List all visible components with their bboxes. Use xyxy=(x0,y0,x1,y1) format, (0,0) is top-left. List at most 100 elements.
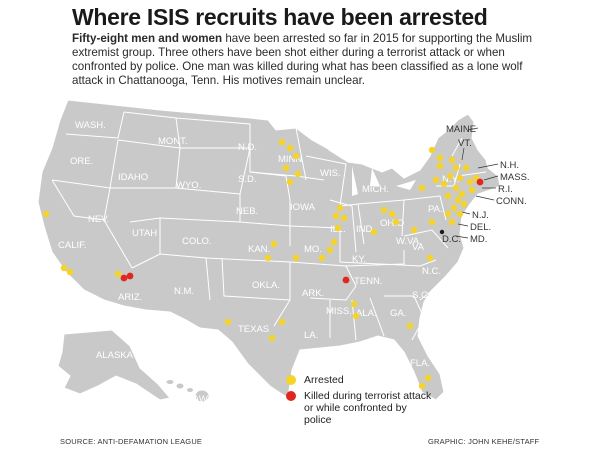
arrest-marker xyxy=(352,312,360,320)
label-utah: UTAH xyxy=(132,228,157,239)
label-mass: MASS. xyxy=(500,172,530,183)
arrest-marker xyxy=(270,240,278,248)
arrest-marker xyxy=(294,170,302,178)
label-sd: S.D. xyxy=(238,174,256,185)
killed-marker xyxy=(342,276,350,284)
arrest-marker xyxy=(462,164,470,172)
arrest-marker xyxy=(468,186,476,194)
arrest-marker xyxy=(424,374,432,382)
label-ky: KY. xyxy=(352,254,366,265)
arrest-marker xyxy=(426,254,434,262)
label-tenn: TENN. xyxy=(354,276,383,287)
label-ore: ORE. xyxy=(70,156,93,167)
label-ariz: ARIZ. xyxy=(118,292,142,303)
arrest-marker xyxy=(440,180,448,188)
legend-arrested-label: Arrested xyxy=(304,374,344,386)
arrest-marker xyxy=(42,210,50,218)
killed-markers xyxy=(120,178,484,284)
killed-marker xyxy=(126,272,134,280)
arrest-marker xyxy=(406,322,414,330)
label-vt: VT. xyxy=(458,138,472,149)
label-ny: N.Y. xyxy=(442,174,459,185)
arrest-marker xyxy=(444,210,452,218)
label-hawaii: HAWAII xyxy=(186,394,219,405)
arrest-marker xyxy=(456,174,464,182)
label-neb: NEB. xyxy=(236,206,258,217)
label-wyo: WYO. xyxy=(176,180,201,191)
map-legend: Arrested Killed during terrorist attack … xyxy=(286,374,434,430)
arrest-marker xyxy=(392,218,400,226)
legend-arrested: Arrested xyxy=(286,374,434,386)
arrest-marker xyxy=(428,218,436,226)
label-alaska: ALASKA xyxy=(96,350,134,361)
label-texas: TEXAS xyxy=(238,324,269,335)
label-nev: NEV. xyxy=(88,214,109,225)
arrest-marker xyxy=(380,206,388,214)
label-nh: N.H. xyxy=(500,160,519,171)
arrest-marker xyxy=(460,200,468,208)
arrest-marker xyxy=(282,164,290,172)
arrest-marker xyxy=(370,228,378,236)
label-conn: CONN. xyxy=(496,196,527,207)
label-nc: N.C. xyxy=(422,266,441,277)
label-fla: FLA. xyxy=(410,358,430,369)
arrest-marker xyxy=(66,268,74,276)
arrest-marker xyxy=(452,184,460,192)
arrest-marker xyxy=(224,318,232,326)
arrest-marker xyxy=(446,172,454,180)
arrest-marker xyxy=(334,224,342,232)
label-sc: S.C. xyxy=(412,290,430,301)
map-title: Where ISIS recruits have been arrested xyxy=(72,4,488,30)
label-mich: MICH. xyxy=(362,184,389,195)
graphic-credit: GRAPHIC: JOHN KEHE/STAFF xyxy=(428,437,540,446)
arrest-marker xyxy=(454,196,462,204)
legend-killed-swatch xyxy=(286,391,296,401)
arrest-marker xyxy=(332,212,340,220)
label-mo: MO. xyxy=(304,244,322,255)
label-ark: ARK. xyxy=(302,288,324,299)
arrest-marker xyxy=(330,238,338,246)
legend-killed: Killed during terrorist attack or while … xyxy=(286,390,434,426)
intro-lead: Fifty-eight men and women xyxy=(72,32,223,45)
label-va: VA xyxy=(412,242,425,253)
label-nm: N.M. xyxy=(174,286,194,297)
label-iowa: IOWA xyxy=(290,202,316,213)
label-minn: MINN xyxy=(278,154,302,165)
arrest-marker xyxy=(444,192,452,200)
hawaii-islands xyxy=(165,379,210,403)
killed-marker xyxy=(120,274,128,282)
arrest-marker xyxy=(326,246,334,254)
state-label-group: WASH. ORE. CALIF. NEV. IDAHO MONT. WYO. … xyxy=(58,120,530,405)
label-nj: N.J. xyxy=(472,210,489,221)
arrest-marker xyxy=(410,226,418,234)
label-wash: WASH. xyxy=(75,120,106,131)
arrest-marker xyxy=(340,214,348,222)
label-wis: WIS. xyxy=(320,168,341,179)
label-leaders xyxy=(455,127,499,239)
arrest-marker xyxy=(452,164,460,172)
arrest-marker xyxy=(286,144,294,152)
label-okla: OKLA. xyxy=(252,280,280,291)
label-colo: COLO. xyxy=(182,236,212,247)
label-ohio: OHIO xyxy=(380,218,404,229)
label-mont: MONT. xyxy=(158,136,188,147)
arrest-marker xyxy=(60,264,68,272)
label-maine: MAINE xyxy=(446,124,476,135)
arrest-marker xyxy=(436,162,444,170)
arrest-marker xyxy=(450,204,458,212)
arrest-marker xyxy=(292,152,300,160)
arrest-marker xyxy=(458,190,466,198)
killed-marker xyxy=(476,178,484,186)
arrest-marker xyxy=(336,204,344,212)
arrest-marker xyxy=(448,218,456,226)
intro-body: have been arrested so far in 2015 for su… xyxy=(72,32,533,87)
label-kan: KAN. xyxy=(248,244,270,255)
label-nd: N.D. xyxy=(238,142,257,153)
arrest-marker xyxy=(278,138,286,146)
label-ala: ALA. xyxy=(356,308,377,319)
arrest-marker xyxy=(114,270,122,278)
label-ind: IND. xyxy=(356,224,375,235)
label-pa: PA. xyxy=(428,204,443,215)
label-idaho: IDAHO xyxy=(118,172,148,183)
